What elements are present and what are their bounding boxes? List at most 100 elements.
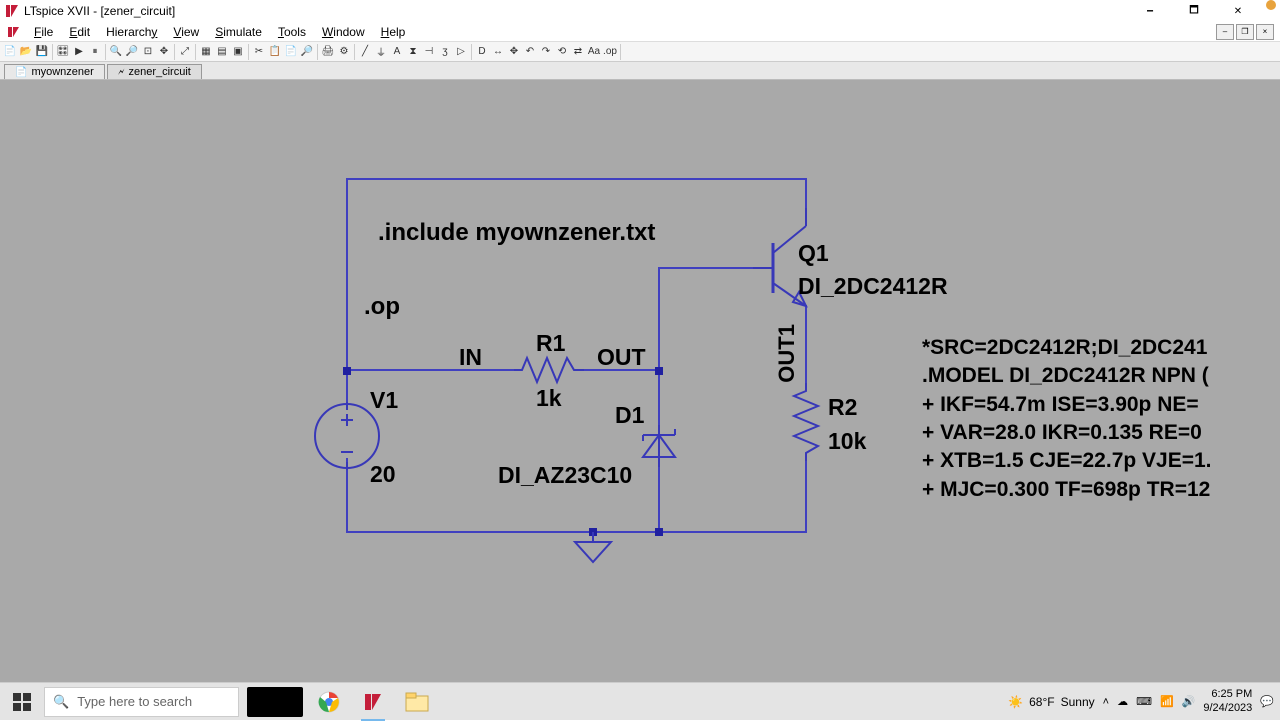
wire[interactable] — [805, 178, 807, 210]
tb-copy[interactable]: 📋 — [268, 44, 283, 60]
maximize-button[interactable]: 🗖 — [1172, 0, 1216, 22]
net-label-OUT1[interactable]: OUT1 — [774, 324, 800, 383]
R2-label[interactable]: R2 — [828, 394, 857, 421]
wire[interactable] — [658, 465, 660, 533]
tb-drag[interactable]: ✥ — [507, 44, 522, 60]
tb-zoom-out[interactable]: 🔎 — [125, 44, 140, 60]
R2-value[interactable]: 10k — [828, 428, 866, 455]
tb-new[interactable]: 📄 — [3, 44, 18, 60]
close-button[interactable]: ✕ — [1216, 0, 1260, 22]
wire[interactable] — [346, 178, 806, 180]
tb-save[interactable]: 💾 — [35, 44, 50, 60]
wire[interactable] — [805, 305, 807, 385]
schematic-canvas[interactable]: .include myownzener.txt .op V1 20 R1 1k — [0, 80, 1280, 682]
tb-redo[interactable]: ↷ — [539, 44, 554, 60]
wire[interactable] — [346, 178, 348, 410]
tb-diode[interactable]: ▷ — [454, 44, 469, 60]
tb-close-all[interactable]: ▣ — [231, 44, 246, 60]
diode-D1[interactable] — [638, 425, 680, 467]
node — [655, 528, 663, 536]
start-button[interactable] — [0, 683, 44, 721]
minimize-button[interactable]: 🗕 — [1128, 0, 1172, 22]
tb-text[interactable]: Aa — [587, 44, 602, 60]
wire[interactable] — [658, 369, 660, 427]
tb-tile[interactable]: ▦ — [199, 44, 214, 60]
taskbar-explorer[interactable] — [395, 683, 439, 721]
R1-value[interactable]: 1k — [536, 385, 562, 412]
mdi-restore[interactable]: ❐ — [1236, 24, 1254, 40]
Q1-label[interactable]: Q1 — [798, 240, 829, 267]
tb-autorange[interactable]: ⤢ — [178, 44, 193, 60]
tb-ground[interactable]: ⏚ — [374, 44, 389, 60]
tb-label[interactable]: A — [390, 44, 405, 60]
tb-control[interactable]: 🎛 — [56, 44, 71, 60]
menu-hierarchy[interactable]: Hierarchy — [98, 25, 165, 39]
tb-resistor[interactable]: ⧗ — [406, 44, 421, 60]
V1-value[interactable]: 20 — [370, 461, 396, 488]
tb-halt[interactable]: ⏸ — [88, 44, 103, 60]
Q1-model[interactable]: DI_2DC2412R — [798, 273, 948, 300]
tray-chevron-icon[interactable]: ˄ — [1103, 696, 1109, 708]
tb-cut[interactable]: ✂ — [252, 44, 267, 60]
menu-edit[interactable]: Edit — [61, 25, 98, 39]
mdi-minimize[interactable]: – — [1216, 24, 1234, 40]
wire[interactable] — [805, 458, 807, 533]
tab-myownzener[interactable]: 📄 myownzener — [4, 64, 105, 79]
tb-setup[interactable]: ⚙ — [337, 44, 352, 60]
tb-cap[interactable]: ⊣ — [422, 44, 437, 60]
op-directive[interactable]: .op — [364, 293, 400, 321]
resistor-R2[interactable] — [791, 383, 821, 461]
tb-pan[interactable]: ✥ — [157, 44, 172, 60]
model-text[interactable]: *SRC=2DC2412R;DI_2DC241 .MODEL DI_2DC241… — [922, 334, 1212, 504]
taskbar-search[interactable]: 🔍 Type here to search — [44, 687, 239, 717]
include-directive[interactable]: .include myownzener.txt — [378, 219, 655, 247]
tb-mirror[interactable]: ⇄ — [571, 44, 586, 60]
tb-zoom-fit[interactable]: ⊡ — [141, 44, 156, 60]
menu-window[interactable]: Window — [314, 25, 373, 39]
tb-find[interactable]: 🔎 — [300, 44, 315, 60]
tb-wire[interactable]: ╱ — [358, 44, 373, 60]
weather-widget[interactable]: ☀️ 68°F Sunny — [1008, 695, 1094, 709]
tb-cascade[interactable]: ▤ — [215, 44, 230, 60]
taskbar-ltspice[interactable] — [351, 683, 395, 721]
net-label-OUT[interactable]: OUT — [597, 344, 646, 371]
tb-run[interactable]: ▶ — [72, 44, 87, 60]
taskbar-chrome[interactable] — [307, 683, 351, 721]
model-line: + XTB=1.5 CJE=22.7p VJE=1. — [922, 447, 1212, 475]
ground-symbol[interactable] — [572, 532, 614, 566]
tray-clock[interactable]: 6:25 PM 9/24/2023 — [1203, 688, 1252, 714]
tray-wifi-icon[interactable]: 📶 — [1160, 695, 1174, 708]
tray-input-icon[interactable]: ⌨ — [1136, 695, 1152, 708]
wire[interactable] — [346, 369, 516, 371]
tray-volume-icon[interactable]: 🔊 — [1182, 695, 1196, 708]
D1-model[interactable]: DI_AZ23C10 — [498, 462, 632, 489]
tb-component[interactable]: D — [475, 44, 490, 60]
R1-label[interactable]: R1 — [536, 330, 565, 357]
tb-ind[interactable]: ʒ — [438, 44, 453, 60]
D1-label[interactable]: D1 — [615, 402, 644, 429]
search-placeholder: Type here to search — [77, 694, 192, 709]
menu-tools[interactable]: Tools — [270, 25, 314, 39]
tb-zoom-in[interactable]: 🔍 — [109, 44, 124, 60]
tb-open[interactable]: 📂 — [19, 44, 34, 60]
menu-view[interactable]: View — [165, 25, 207, 39]
resistor-R1[interactable] — [514, 355, 584, 385]
wire[interactable] — [658, 267, 754, 269]
tb-undo[interactable]: ↶ — [523, 44, 538, 60]
tb-spice[interactable]: .op — [603, 44, 618, 60]
tb-print[interactable]: 🖨 — [321, 44, 336, 60]
net-label-IN[interactable]: IN — [459, 344, 482, 371]
wire[interactable] — [658, 267, 660, 371]
tb-paste[interactable]: 📄 — [284, 44, 299, 60]
tab-zener-circuit[interactable]: 🗲 zener_circuit — [107, 64, 202, 79]
menu-simulate[interactable]: Simulate — [207, 25, 270, 39]
menu-help[interactable]: Help — [373, 25, 414, 39]
mdi-close[interactable]: × — [1256, 24, 1274, 40]
tb-rotate[interactable]: ⟲ — [555, 44, 570, 60]
tb-move[interactable]: ↔ — [491, 44, 506, 60]
taskbar-app-box[interactable] — [247, 687, 303, 717]
V1-label[interactable]: V1 — [370, 387, 398, 414]
tray-notifications-icon[interactable]: 💬 — [1260, 695, 1274, 708]
menu-file[interactable]: File — [26, 25, 61, 39]
tray-onedrive-icon[interactable]: ☁ — [1117, 695, 1128, 708]
